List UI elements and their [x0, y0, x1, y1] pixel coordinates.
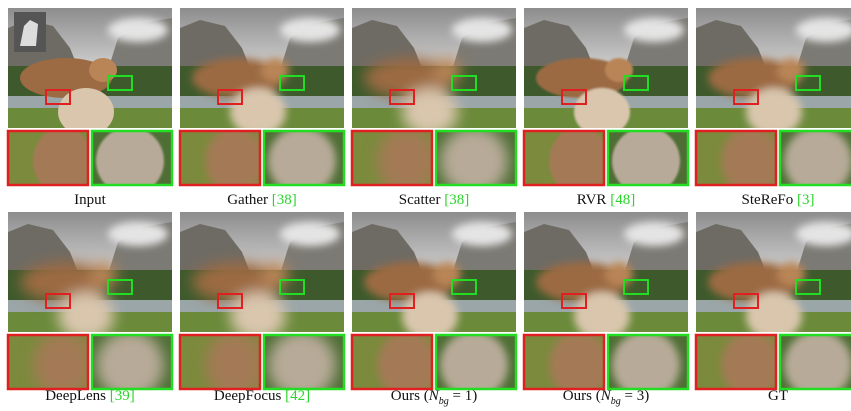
cloud	[624, 222, 684, 246]
cloud	[452, 18, 512, 42]
cat	[230, 292, 286, 340]
caption-rest: = 1)	[449, 388, 477, 404]
cat	[746, 292, 802, 340]
caption-label: GT	[768, 388, 788, 404]
cat	[574, 88, 630, 136]
green-inset	[608, 127, 688, 195]
caption-ref: [38]	[272, 192, 297, 208]
green-inset	[436, 127, 516, 195]
caption-label: SteReFo	[742, 192, 797, 208]
caption-ref: [42]	[285, 388, 310, 404]
main-image	[352, 8, 516, 136]
caption: Scatter [38]	[399, 192, 469, 208]
fox-head	[261, 262, 289, 286]
panel: GT	[696, 212, 851, 404]
caption: Ours (Nbg = 3)	[563, 388, 649, 407]
caption-sub: bg	[611, 396, 621, 407]
figure: InputGather [38]Scatter [38]RVR [48]SteR…	[0, 0, 851, 411]
caption-rest: = 3)	[621, 388, 649, 404]
main-image	[352, 212, 516, 340]
caption-label: Scatter	[399, 192, 444, 208]
caption-ref: [39]	[110, 388, 135, 404]
caption: DeepLens [39]	[45, 388, 135, 404]
red-inset	[524, 127, 609, 195]
red-inset	[696, 127, 781, 195]
red-inset	[8, 127, 93, 195]
green-inset	[92, 127, 172, 195]
cat	[230, 88, 286, 136]
caption-label: DeepLens	[45, 388, 110, 404]
caption-ref: [38]	[444, 192, 469, 208]
main-image	[524, 212, 688, 340]
fox-head	[777, 58, 805, 82]
caption: Gather [38]	[227, 192, 297, 208]
caption: Input	[74, 192, 106, 208]
cat	[746, 88, 802, 136]
main-image	[180, 8, 344, 136]
main-image	[180, 212, 344, 340]
fox-head	[89, 58, 117, 82]
caption-label: Ours (	[563, 388, 601, 404]
fox-head	[89, 262, 117, 286]
main-image	[8, 212, 172, 340]
caption-ref: [48]	[610, 192, 635, 208]
fox-head	[433, 58, 461, 82]
red-inset	[352, 127, 437, 195]
caption-ref: [3]	[797, 192, 815, 208]
panel: DeepFocus [42]	[180, 212, 344, 404]
panel: Gather [38]	[180, 8, 344, 208]
panel: RVR [48]	[524, 8, 688, 208]
fox-head	[261, 58, 289, 82]
cat	[58, 292, 114, 340]
caption: DeepFocus [42]	[214, 388, 310, 404]
cat	[58, 88, 114, 136]
panel: Scatter [38]	[352, 8, 516, 208]
green-inset	[780, 127, 851, 195]
fox-head	[777, 262, 805, 286]
green-inset	[780, 331, 851, 399]
cloud	[452, 222, 512, 246]
fox-head	[605, 58, 633, 82]
caption-sub: bg	[439, 396, 449, 407]
panel: SteReFo [3]	[696, 8, 851, 208]
caption-label: Ours (	[391, 388, 429, 404]
panel: Ours (Nbg = 1)	[352, 212, 516, 407]
main-image	[524, 8, 688, 136]
caption-label: Input	[74, 192, 106, 208]
red-inset	[180, 127, 265, 195]
cloud	[280, 222, 340, 246]
caption: SteReFo [3]	[742, 192, 815, 208]
fox-head	[605, 262, 633, 286]
caption: RVR [48]	[577, 192, 635, 208]
cloud	[108, 18, 168, 42]
caption: Ours (Nbg = 1)	[391, 388, 477, 407]
caption-label: Gather	[227, 192, 272, 208]
panel: DeepLens [39]	[8, 212, 172, 404]
fox-head	[433, 262, 461, 286]
main-image	[696, 212, 851, 340]
main-image	[696, 8, 851, 136]
cloud	[624, 18, 684, 42]
caption: GT	[768, 388, 788, 404]
cloud	[280, 18, 340, 42]
cat	[402, 292, 458, 340]
caption-label: DeepFocus	[214, 388, 285, 404]
main-image	[8, 8, 172, 136]
cat	[402, 88, 458, 136]
caption-label: RVR	[577, 192, 610, 208]
green-inset	[264, 127, 344, 195]
panel: Input	[8, 8, 172, 208]
cloud	[108, 222, 168, 246]
panel: Ours (Nbg = 3)	[524, 212, 688, 407]
cat	[574, 292, 630, 340]
